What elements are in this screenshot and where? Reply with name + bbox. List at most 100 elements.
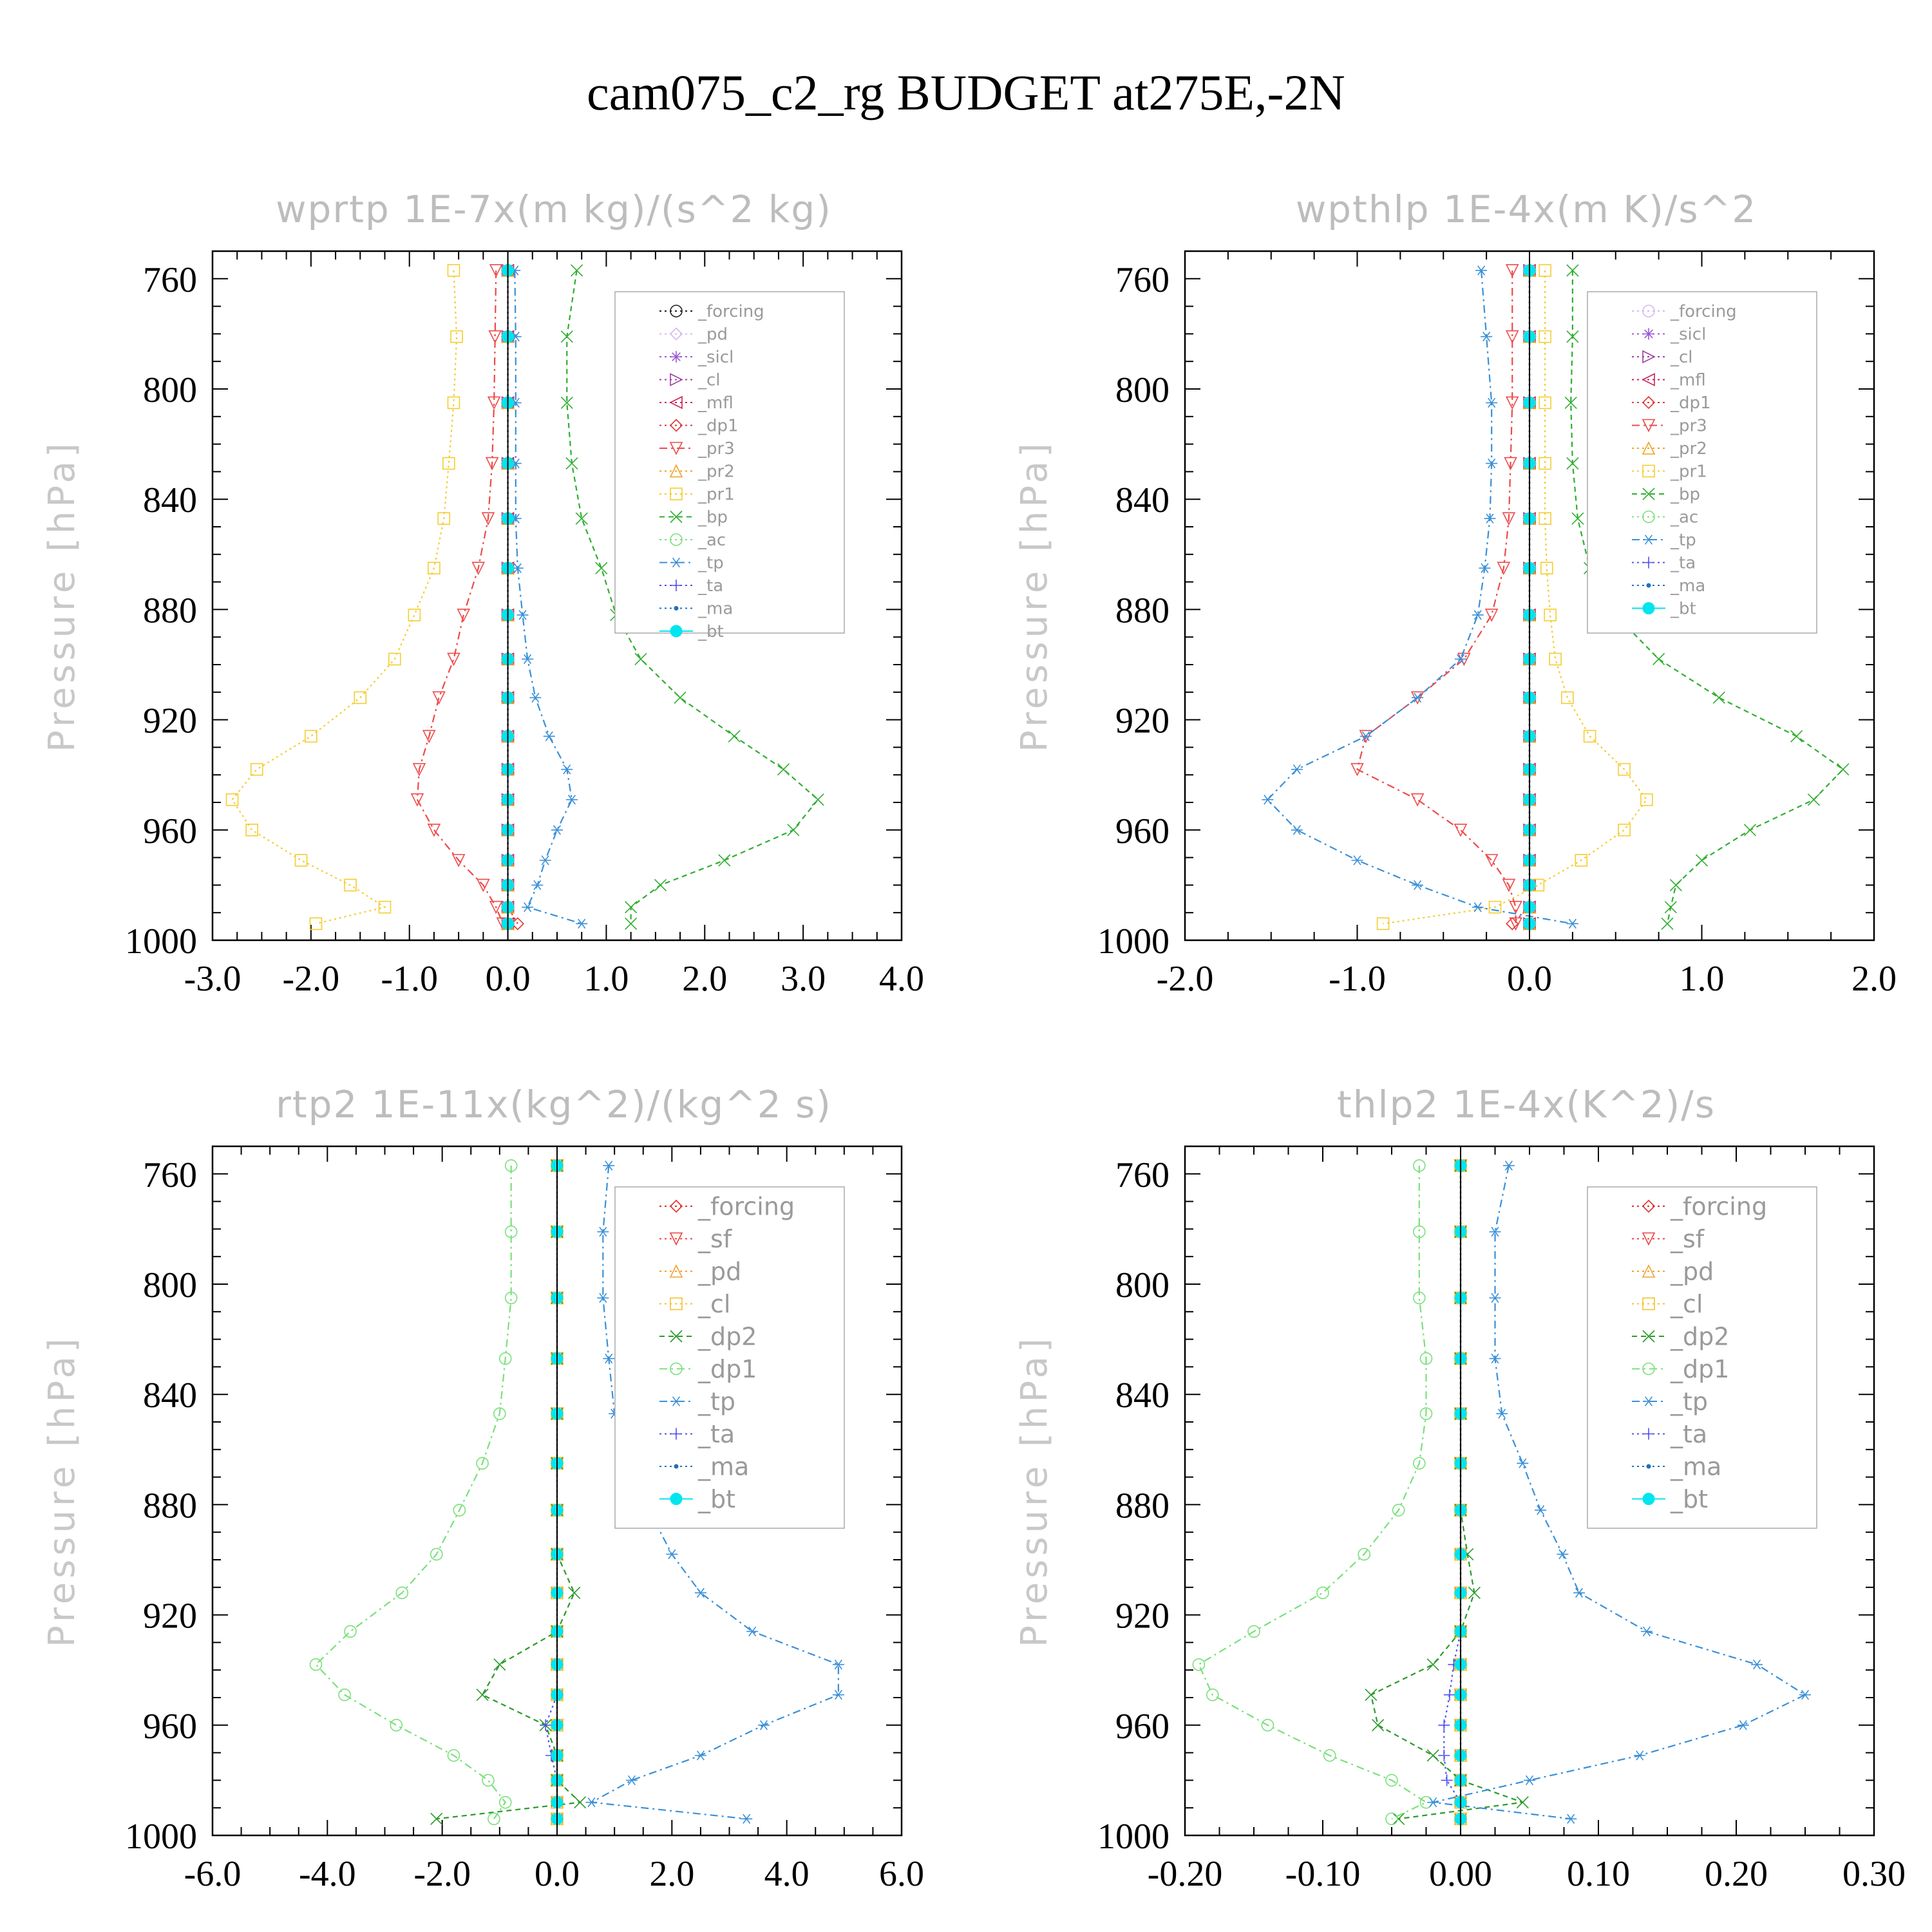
legend-box — [614, 291, 845, 634]
panel-thlp2: thlp2 1E-4x(K^2)/s 760 800 840 880 920 960 100… — [1014, 1083, 1906, 1894]
legend-item: _sicl — [659, 348, 734, 367]
point-tp — [746, 1626, 759, 1636]
y-tick-label: 960 — [1115, 1707, 1170, 1747]
legend-marker — [669, 419, 683, 432]
point-dp2 — [1392, 1812, 1405, 1825]
point-tp — [522, 902, 534, 913]
y-tick-label: 920 — [1115, 1596, 1170, 1636]
legend-label: _pd — [1670, 1257, 1714, 1285]
legend-marker — [674, 1464, 679, 1469]
legend-item: _sicl — [1632, 325, 1706, 345]
point-pr3 — [1505, 264, 1519, 278]
legend-label: _sicl — [697, 348, 734, 367]
legend-marker — [669, 327, 683, 341]
y-tick-label: 1000 — [1097, 1817, 1170, 1857]
legend-marker — [674, 606, 679, 611]
legend-item: _cl — [1632, 348, 1693, 367]
point-pr1 — [1583, 730, 1596, 743]
point-tp — [1412, 880, 1424, 891]
legend-item: _pd — [659, 1257, 741, 1285]
legend-label: _cl — [697, 371, 721, 390]
y-tick-label: 920 — [1115, 701, 1170, 741]
legend-label: _ac — [1670, 508, 1698, 527]
point-pr1 — [294, 854, 308, 867]
legend-marker — [669, 1199, 683, 1213]
legend-label: _ta — [697, 576, 723, 596]
x-tick-label: 2.0 — [1852, 959, 1897, 999]
legend-item: _dp1 — [1632, 1355, 1729, 1383]
point-pr3 — [487, 396, 501, 410]
point-pr1 — [1488, 900, 1502, 914]
x-tick-label: 4.0 — [764, 1854, 810, 1894]
point-dp2 — [1372, 1719, 1385, 1732]
point-pr3 — [471, 562, 486, 575]
legend-box — [614, 1186, 845, 1529]
point-tp — [522, 654, 534, 665]
series-line-tp — [514, 270, 582, 925]
point-pr3 — [1509, 900, 1522, 914]
point-pr1 — [1549, 652, 1562, 666]
legend-label: _bt — [697, 622, 724, 641]
legend-marker — [1642, 1493, 1655, 1505]
legend-marker — [1642, 464, 1655, 478]
legend-item: _ta — [659, 1420, 735, 1448]
x-tick-label: -2.0 — [283, 959, 340, 999]
legend-item: _ac — [659, 531, 726, 550]
point-dp1 — [1413, 1225, 1426, 1238]
point-tp — [1751, 1659, 1763, 1670]
point-dp1 — [1323, 1749, 1336, 1762]
point-tp — [1557, 1549, 1569, 1560]
legend-item: _tp — [659, 554, 724, 573]
panel-rtp2: rtp2 1E-11x(kg^2)/(kg^2 s) 760 800 840 880 9… — [41, 1083, 924, 1894]
point-ta — [540, 1719, 552, 1731]
point-dp2 — [1365, 1689, 1378, 1701]
point-bp — [1571, 512, 1584, 525]
point-pr1 — [1539, 457, 1551, 470]
point-pr3 — [447, 652, 460, 667]
legend-item: _pr3 — [659, 439, 735, 459]
point-dp2 — [1516, 1796, 1529, 1809]
point-bp — [1669, 878, 1682, 891]
y-tick-label: 920 — [143, 701, 197, 741]
point-ta — [1441, 1774, 1453, 1786]
y-tick-label: 880 — [1115, 1486, 1170, 1526]
legend-marker — [1642, 395, 1656, 410]
legend-marker — [1643, 535, 1654, 545]
y-tick-label: 880 — [143, 591, 197, 630]
point-pr3 — [1410, 793, 1425, 807]
point-bp — [1790, 730, 1803, 743]
y-axis-label: Pressure [hPa] — [1014, 1334, 1056, 1647]
point-pr1 — [1618, 824, 1631, 837]
point-tp — [1472, 902, 1484, 913]
point-tp — [1479, 563, 1491, 573]
y-tick-label: 840 — [1115, 480, 1170, 520]
legend-marker — [1642, 350, 1656, 364]
point-pr1 — [309, 917, 323, 931]
point-bp — [625, 901, 638, 914]
point-tp — [1799, 1690, 1811, 1700]
x-tick-label: 0.10 — [1567, 1854, 1630, 1894]
point-pr1 — [447, 264, 460, 277]
point-tp — [1496, 1408, 1508, 1419]
point-dp1 — [1247, 1625, 1260, 1638]
point-dp1 — [338, 1688, 351, 1701]
point-bp — [1712, 691, 1725, 704]
legend-marker — [1642, 373, 1655, 386]
legend-marker — [669, 1264, 683, 1278]
point-dp1 — [1316, 1586, 1329, 1600]
legend-item: _ac — [1632, 508, 1698, 527]
legend-label: _pr2 — [697, 462, 735, 482]
point-dp1 — [395, 1586, 409, 1600]
legend-item: _forcing — [1632, 1192, 1767, 1220]
legend-label: _tp — [1670, 1387, 1708, 1416]
point-dp2 — [574, 1796, 587, 1809]
point-bp — [654, 878, 667, 891]
legend-label: _ta — [1670, 1420, 1707, 1448]
point-pr3 — [1497, 562, 1511, 575]
point-pr1 — [388, 652, 401, 666]
point-bp — [728, 730, 741, 743]
point-dp1 — [504, 1225, 518, 1238]
legend-marker — [1642, 305, 1655, 317]
legend-item: _ma — [659, 1452, 749, 1481]
